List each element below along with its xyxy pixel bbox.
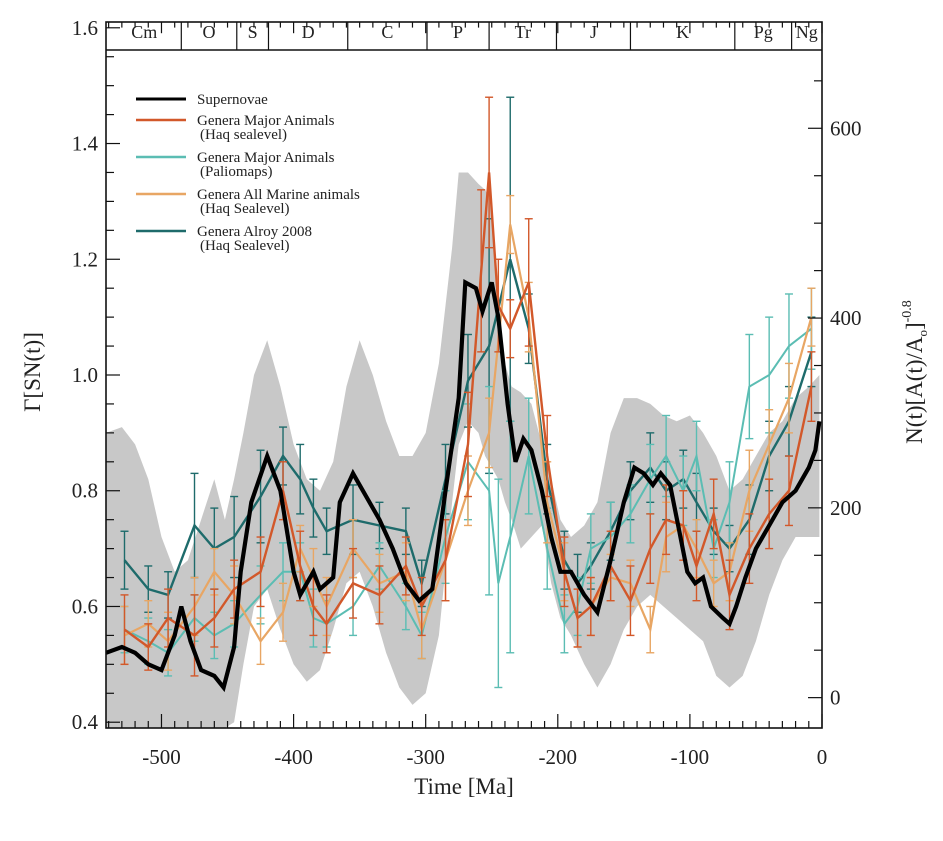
y-tick-label: 0.6 [72,594,98,618]
y-right-axis-title-close: ] [902,322,927,330]
y-right-tick-label: 200 [830,496,862,520]
period-label-p: P [453,22,463,42]
legend-entry: Genera Major Animals(Haq sealevel) [136,113,335,143]
legend-entry: Genera Alroy 2008(Haq Sealevel) [136,224,312,254]
y-tick-label: 1.2 [72,247,98,271]
y-tick-label: 1.4 [72,132,99,156]
period-label-k: K [676,22,689,42]
legend-label: Supernovae [197,92,268,108]
uncertainty-band-layer [106,172,820,728]
x-tick-label: 0 [817,745,828,769]
ticks: -500 -400 -300 -200 -100 0 0.4 0.6 0.8 1.0 1.2 1.4 1… [72,16,862,769]
legend-entry: Genera Major Animals(Paliomaps) [136,150,335,180]
period-label-cm: Cm [131,22,157,42]
y-right-axis-title-exp: -0.8 [900,300,915,322]
series-line [123,172,813,649]
period-label-d: D [302,22,315,42]
geologic-period-bar: Cm O S D C P Tr J K Pg Ng [131,22,818,50]
legend-label: Genera Major Animals [197,113,335,129]
legend-label: Genera All Marine animals [197,187,360,203]
x-tick-label: -500 [142,745,181,769]
x-tick-label: -100 [671,745,710,769]
series-line [123,258,813,597]
series-layer [106,96,822,693]
period-label-tr: Tr [515,22,531,42]
period-label-ng: Ng [796,22,818,42]
series-line [106,278,822,693]
y-right-axis-title: N(t)[A(t)/Ao]-0.8 [900,300,930,444]
y-right-axis-title-base: N(t)[A(t)/A [902,336,927,444]
legend-sublabel: (Haq sealevel) [200,127,287,143]
series-supernovae [106,278,822,693]
y-tick-label: 0.8 [72,479,98,503]
y-tick-label: 1.6 [72,16,98,40]
legend-label: Genera Alroy 2008 [197,224,312,240]
y-tick-label: 1.0 [72,363,98,387]
x-tick-label: -200 [539,745,578,769]
x-axis-title: Time [Ma] [414,774,513,799]
period-label-pg: Pg [754,22,773,42]
period-label-s: S [248,22,258,42]
y-right-tick-label: 600 [830,116,862,140]
y-right-tick-label: 400 [830,306,862,330]
legend-sublabel: (Paliomaps) [200,164,273,180]
legend-sublabel: (Haq Sealevel) [200,238,290,254]
x-tick-label: -300 [406,745,445,769]
y-right-tick-label: 0 [830,686,841,710]
period-label-c: C [381,22,393,42]
uncertainty-band [106,172,820,728]
legend-sublabel: (Haq Sealevel) [200,201,290,217]
legend-entry: Genera All Marine animals(Haq Sealevel) [136,187,360,217]
legend-entry: Supernovae [136,92,268,108]
y-right-axis-title-sub: o [915,330,930,337]
period-label-o: O [203,22,216,42]
legend-label: Genera Major Animals [197,150,335,166]
y-tick-label: 0.4 [72,710,99,734]
y-axis-title: Γ[SN(t)] [20,332,45,412]
period-label-j: J [590,22,597,42]
x-tick-label: -400 [274,745,313,769]
